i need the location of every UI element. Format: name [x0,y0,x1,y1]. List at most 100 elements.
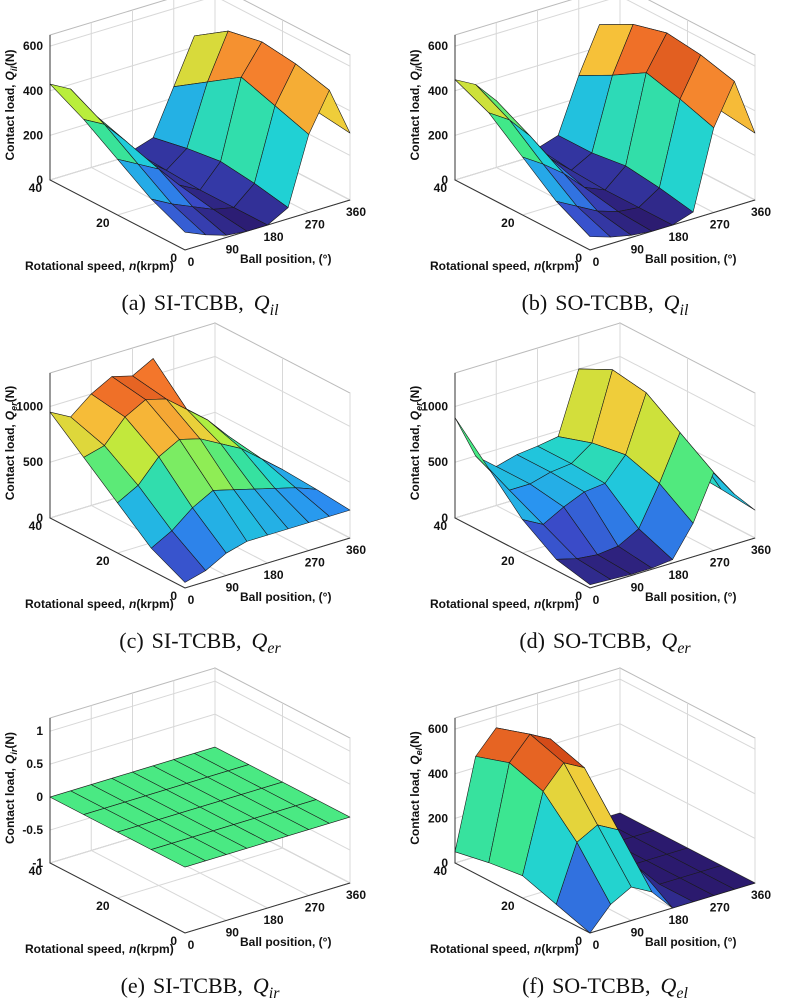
caption-label: (e) [121,973,145,998]
caption-subscript: er [267,640,281,657]
z-label-text: Contact load, [3,424,17,500]
x-tick-label: 270 [710,218,730,232]
z-axis-label: Contact load, Qer(N) [3,386,19,501]
z-tick-label: 400 [23,84,43,98]
grid-line [49,0,351,67]
caption-text: SO-TCBB, [553,628,651,653]
z-tick-label: 200 [23,128,43,142]
x-tick-label: 180 [263,913,283,927]
y-label-symbol: n [534,597,541,611]
caption-symbol: Q [661,628,677,653]
z-tick-label: -0.5 [22,823,43,837]
y-tick-label: 0 [575,251,582,265]
y-label-text: Rotational speed, [25,259,125,273]
caption: (f) SO-TCBB, Qel [522,973,688,1002]
y-tick-label: 0 [170,934,177,948]
z-tick-label: 0 [441,173,448,187]
z-tick-label: -1 [32,856,43,870]
y-label-unit: (krpm) [136,942,173,956]
surface-patch [150,530,206,583]
z-tick-label: 200 [428,128,448,142]
x-tick-label: 0 [188,255,195,269]
caption-symbol: Q [252,628,268,653]
y-label-symbol: n [534,942,541,956]
x-tick-label: 270 [305,901,325,915]
y-tick-label: 20 [501,899,515,913]
x-tick-label: 180 [668,568,688,582]
z-label-text: Contact load, [3,85,17,161]
z-tick-label: 0 [441,856,448,870]
y-axis-label: Rotational speed, n(krpm) [25,942,174,956]
y-label-symbol: n [534,259,541,273]
caption: (d) SO-TCBB, Qer [519,628,691,657]
z-label-unit: (N) [408,49,422,66]
z-tick-label: 0 [441,511,448,525]
z-label-text: Contact load, [408,424,422,500]
z-tick-label: 1000 [421,399,448,413]
y-label-symbol: n [129,597,136,611]
y-tick-label: 20 [96,554,110,568]
z-tick-label: 0.5 [26,757,43,771]
surface-patch [555,842,611,934]
y-tick-label: 40 [434,864,448,878]
y-axis-label: Rotational speed, n(krpm) [430,259,579,273]
caption-symbol: Q [660,973,676,998]
caption-label: (f) [522,973,544,998]
z-label-symbol: Q [408,71,422,81]
caption-subscript: il [680,302,689,319]
caption-label: (c) [119,628,143,653]
x-tick-label: 270 [710,901,730,915]
y-tick-label: 0 [575,934,582,948]
y-tick-label: 0 [575,589,582,603]
z-label-text: Contact load, [408,769,422,845]
caption-subscript: ir [269,985,280,1002]
y-axis-label: Rotational speed, n(krpm) [430,597,579,611]
z-axis-label: Contact load, Qil(N) [408,49,424,160]
z-tick-label: 0 [36,173,43,187]
z-label-subscript: il [9,66,19,72]
x-tick-label: 90 [631,243,645,257]
caption: (c) SI-TCBB, Qer [119,628,281,657]
caption-symbol: Q [664,290,680,315]
y-label-symbol: n [129,942,136,956]
z-tick-label: 600 [428,722,448,736]
z-tick-label: 1 [36,724,43,738]
caption-text: SI-TCBB, [153,973,243,998]
y-tick-label: 40 [29,519,43,533]
y-label-unit: (krpm) [541,597,578,611]
y-tick-label: 20 [96,216,110,230]
y-label-unit: (krpm) [136,259,173,273]
y-label-symbol: n [129,259,136,273]
y-tick-label: 40 [29,181,43,195]
caption-subscript: er [677,640,691,657]
panel: 0 500 1000 0 90 180 270 360 0 20 40 Contact load, Qe… [3,322,366,657]
z-label-unit: (N) [408,731,422,748]
x-tick-label: 0 [593,593,600,607]
caption-label: (a) [121,290,145,315]
x-axis-label: Ball position, (°) [240,590,331,604]
x-tick-label: 270 [305,218,325,232]
y-label-text: Rotational speed, [25,942,125,956]
z-label-text: Contact load, [3,768,17,844]
x-tick-label: 0 [188,593,195,607]
y-tick-label: 40 [434,181,448,195]
x-axis-label: Ball position, (°) [645,590,736,604]
z-tick-label: 0 [36,511,43,525]
x-tick-label: 180 [263,568,283,582]
z-tick-label: 0 [36,790,43,804]
caption-text: SO-TCBB, [555,290,653,315]
z-label-unit: (N) [3,386,17,403]
x-axis-label: Ball position, (°) [645,252,736,266]
caption-symbol: Q [254,290,270,315]
x-tick-label: 360 [751,205,771,219]
y-tick-label: 40 [434,519,448,533]
y-tick-label: 20 [501,216,515,230]
surface-patch [555,200,611,238]
axis-line [49,373,351,589]
y-tick-label: 40 [29,864,43,878]
z-axis-label: Contact load, Qel(N) [408,731,424,845]
panel: 0 500 1000 0 90 180 270 360 0 20 40 Contact load, Qe… [408,322,771,657]
x-tick-label: 90 [631,926,645,940]
caption-subscript: il [270,302,279,319]
grid-line [454,0,756,67]
